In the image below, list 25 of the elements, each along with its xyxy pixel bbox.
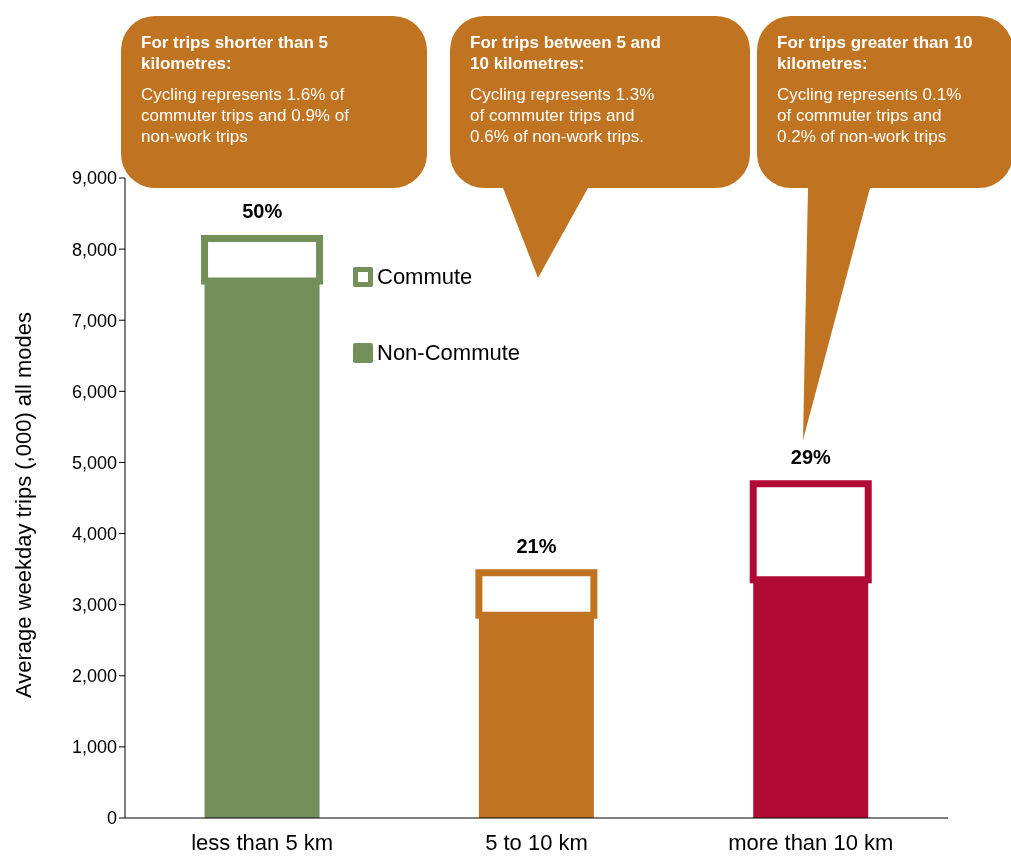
text: Cycling represents 1.3% of commuter trips and 0.6% of non-work trips.: [470, 84, 656, 147]
annotation: 21%: [516, 534, 557, 557]
y-tick-label: 4,000: [71, 523, 117, 544]
x-tick-label: more than 10 km: [728, 829, 894, 855]
legend-label: Commute: [377, 264, 473, 290]
y-axis-title: Average weekday trips (,000) all modes: [10, 311, 36, 698]
y-tick-label: 0: [106, 808, 117, 829]
text: Cycling represents 0.1% of commuter trips and 0.2% of non-work trips: [777, 84, 963, 147]
annotation: 29%: [790, 445, 832, 468]
y-tick-label: 7,000: [71, 310, 117, 331]
text: Cycling represents 1.6% of commuter trips and 0.9% of non-work trips: [141, 84, 350, 147]
y-tick-label: 3,000: [71, 595, 117, 616]
y-tick-label: 1,000: [71, 737, 117, 758]
text: For trips between 5 and 10 kilometres:: [470, 32, 662, 74]
legend-label: Non-Commute: [377, 340, 521, 366]
y-tick-label: 5,000: [71, 452, 117, 473]
text: For trips shorter than 5 kilometres:: [141, 32, 330, 74]
y-tick-label: 2,000: [71, 666, 117, 687]
annotation: 50%: [242, 200, 283, 223]
y-tick-label: 9,000: [71, 168, 117, 189]
text: For trips greater than 10 kilometres:: [777, 32, 973, 74]
x-tick-label: 5 to 10 km: [485, 829, 588, 855]
y-tick-label: 8,000: [71, 239, 117, 260]
y-tick-label: 6,000: [71, 381, 117, 402]
x-tick-label: less than 5 km: [191, 829, 334, 855]
